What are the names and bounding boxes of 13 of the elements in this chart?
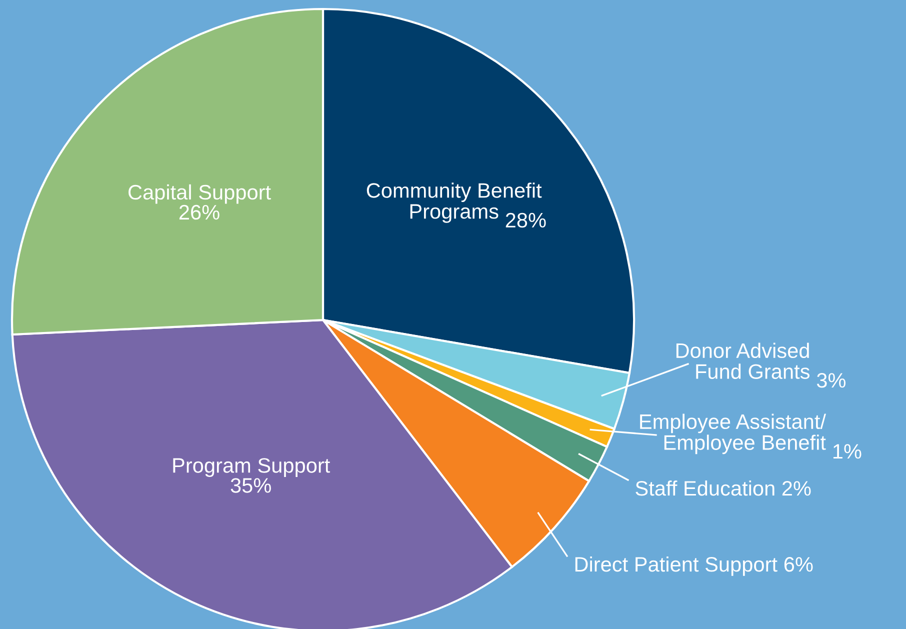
slice-label: Employee Assistant/ Employee Benefit	[640, 414, 826, 454]
data-label: 3%	[816, 373, 846, 388]
slice-label: Staff Education	[636, 480, 774, 496]
slice-label: Capital Support	[128, 184, 271, 204]
slice-label: Donor Advised Fund Grants	[676, 342, 810, 379]
data-label: 26%	[179, 204, 220, 220]
slice-label: Program Support	[173, 458, 330, 477]
data-label: 2%	[782, 481, 811, 496]
data-label: 1%	[833, 444, 862, 459]
data-label: 6%	[784, 557, 813, 572]
data-label: 35%	[230, 478, 271, 493]
data-label: 28%	[506, 212, 546, 228]
slice-label: Direct Patient Support	[575, 556, 778, 576]
